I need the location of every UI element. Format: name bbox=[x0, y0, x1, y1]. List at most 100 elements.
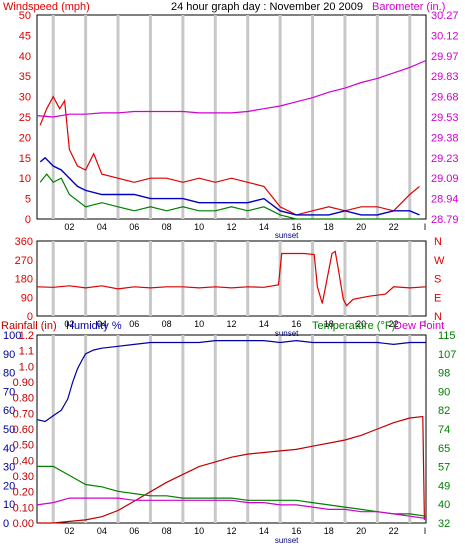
x-tick-label: 18 bbox=[324, 319, 334, 329]
y-tick-label: 20 bbox=[19, 132, 31, 144]
y2-tick-label: 29.68 bbox=[431, 92, 459, 104]
y-tick-label: 0 bbox=[25, 214, 31, 226]
series-humidity bbox=[36, 339, 426, 423]
rainfall-tick-label: 0.50 bbox=[13, 440, 34, 452]
temperature-tick-label: 57 bbox=[438, 462, 450, 474]
temperature-tick-label: 115 bbox=[438, 330, 456, 342]
y2-tick-label: 30.12 bbox=[431, 30, 459, 42]
series-wind-low bbox=[39, 173, 420, 220]
windspeed-axis-title: Windspeed (mph) bbox=[3, 1, 90, 13]
y2-tick-label: 29.83 bbox=[431, 71, 459, 83]
x-tick-label: 16 bbox=[291, 526, 301, 536]
dewpoint-axis-title: Dew Point bbox=[394, 320, 444, 332]
y-tick-label: 5 bbox=[25, 194, 31, 206]
x-tick-label: 22 bbox=[389, 319, 399, 329]
graph-title: 24 hour graph day : November 20 2009 bbox=[171, 1, 363, 13]
temperature-tick-label: 107 bbox=[438, 349, 456, 361]
x-tick-label: 02 bbox=[64, 222, 74, 232]
y2-tick-label: N bbox=[434, 236, 442, 248]
x-tick-label: 06 bbox=[129, 222, 139, 232]
bottom-panel-frame bbox=[36, 334, 427, 524]
x-tick-label: 14 bbox=[259, 526, 269, 536]
rainfall-tick-label: 1.1 bbox=[19, 346, 34, 358]
series-wind-gust bbox=[39, 95, 420, 216]
x-tick-label: 22 bbox=[389, 526, 399, 536]
y2-tick-label: 28.79 bbox=[431, 214, 459, 226]
x-tick-label: 22 bbox=[389, 222, 399, 232]
y2-tick-label: 29.53 bbox=[431, 112, 459, 124]
x-tick-label: 02 bbox=[64, 526, 74, 536]
humidity-tick-label: 90 bbox=[3, 349, 15, 361]
temperature-axis-title: Temperature (°F) bbox=[312, 320, 395, 332]
temperature-tick-label: 65 bbox=[438, 443, 450, 455]
wind-panel-frame bbox=[36, 14, 427, 220]
humidity-axis-title: Humidity % bbox=[66, 320, 122, 332]
temperature-tick-label: 98 bbox=[438, 368, 450, 380]
y-tick-label: 25 bbox=[19, 112, 31, 124]
x-tick-label: I bbox=[424, 526, 427, 536]
x-tick-label: I bbox=[424, 222, 427, 232]
rainfall-tick-label: 1.0 bbox=[19, 361, 34, 373]
humidity-tick-label: 0 bbox=[3, 518, 9, 530]
temperature-tick-label: 82 bbox=[438, 405, 450, 417]
y-tick-label: 0 bbox=[27, 311, 33, 323]
rainfall-axis-title: Rainfall (in) bbox=[1, 320, 57, 332]
x-tick-label: 10 bbox=[194, 319, 204, 329]
y2-tick-label: W bbox=[434, 255, 445, 267]
x-tick-label: 20 bbox=[356, 222, 366, 232]
x-tick-label: 06 bbox=[129, 526, 139, 536]
x-tick-label: 18 bbox=[324, 222, 334, 232]
series-wind-direction bbox=[36, 250, 427, 307]
x-tick-label: 12 bbox=[226, 319, 236, 329]
series-temperature bbox=[37, 465, 427, 517]
y-tick-label: 270 bbox=[15, 255, 33, 267]
x-tick-label: 08 bbox=[162, 319, 172, 329]
x-tick-label: 04 bbox=[97, 222, 107, 232]
rainfall-tick-label: 0.00 bbox=[13, 518, 34, 530]
y-tick-label: 35 bbox=[19, 71, 31, 83]
y2-tick-label: 30.27 bbox=[431, 10, 459, 22]
rainfall-tick-label: 0.90 bbox=[13, 377, 34, 389]
x-tick-label: 08 bbox=[162, 222, 172, 232]
humidity-tick-label: 30 bbox=[3, 462, 15, 474]
rainfall-tick-label: 0.10 bbox=[13, 502, 34, 514]
humidity-tick-label: 100 bbox=[3, 330, 21, 342]
rainfall-tick-label: 0.20 bbox=[13, 487, 34, 499]
y-tick-label: 50 bbox=[19, 10, 31, 22]
humidity-tick-label: 10 bbox=[3, 499, 15, 511]
x-tick-label: 02 bbox=[64, 319, 74, 329]
y-tick-label: 180 bbox=[15, 274, 33, 286]
sunset-label: sunset bbox=[275, 536, 299, 545]
dir-panel-frame bbox=[36, 240, 427, 317]
x-tick-label: 10 bbox=[194, 222, 204, 232]
humidity-tick-label: 50 bbox=[3, 424, 15, 436]
series-barometer bbox=[36, 59, 427, 118]
x-tick-label: 04 bbox=[97, 319, 107, 329]
temperature-tick-label: 74 bbox=[438, 424, 450, 436]
y-tick-label: 40 bbox=[19, 51, 31, 63]
rainfall-tick-label: 0.30 bbox=[13, 471, 34, 483]
y-tick-label: 45 bbox=[19, 30, 31, 42]
rainfall-tick-label: 0.80 bbox=[13, 393, 34, 405]
temperature-tick-label: 32 bbox=[438, 518, 450, 530]
y2-tick-label: 29.23 bbox=[431, 153, 459, 165]
series-wind-average bbox=[39, 156, 420, 216]
series-dewpoint bbox=[36, 497, 427, 520]
x-tick-label: 12 bbox=[226, 222, 236, 232]
rainfall-tick-label: 1.2 bbox=[19, 330, 34, 342]
x-tick-label: 12 bbox=[226, 526, 236, 536]
humidity-tick-label: 40 bbox=[3, 443, 15, 455]
sunset-label: sunset bbox=[275, 329, 299, 338]
x-tick-label: 14 bbox=[259, 222, 269, 232]
y-tick-label: 15 bbox=[19, 153, 31, 165]
humidity-tick-label: 70 bbox=[3, 386, 15, 398]
rainfall-tick-label: 0.60 bbox=[13, 424, 34, 436]
y2-tick-label: 29.09 bbox=[431, 173, 459, 185]
x-tick-label: I bbox=[424, 319, 427, 329]
barometer-axis-title: Barometer (in.) bbox=[372, 1, 445, 13]
temperature-tick-label: 40 bbox=[438, 499, 450, 511]
y2-tick-label: S bbox=[434, 274, 441, 286]
humidity-tick-label: 80 bbox=[3, 368, 15, 380]
